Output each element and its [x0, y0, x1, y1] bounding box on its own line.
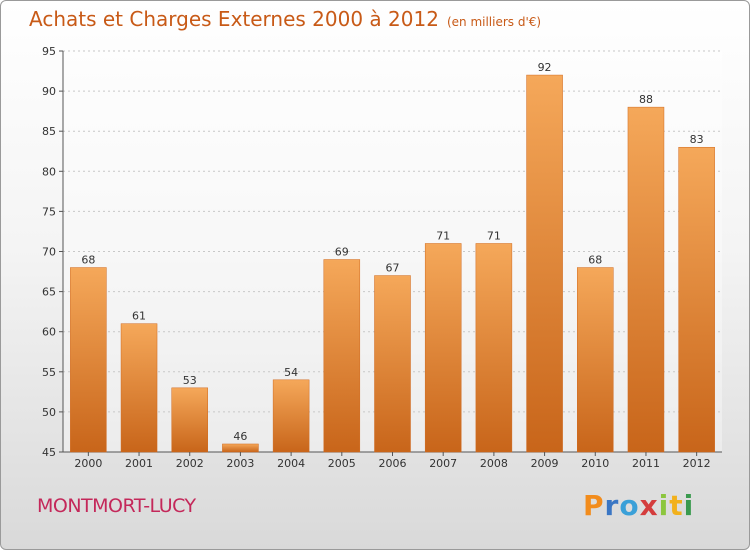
- data-label: 61: [132, 310, 146, 323]
- x-tick-label: 2002: [176, 457, 204, 470]
- bar: [120, 323, 158, 453]
- data-label: 68: [81, 254, 95, 267]
- bar: [70, 267, 107, 453]
- logo-letter: x: [639, 489, 659, 522]
- x-tick-label: 2008: [480, 457, 508, 470]
- logo-letter: r: [604, 489, 620, 522]
- y-tick-label: 75: [42, 205, 56, 218]
- y-tick-label: 50: [42, 406, 56, 419]
- x-tick-label: 2005: [328, 457, 356, 470]
- data-label: 53: [183, 374, 197, 387]
- x-tick-label: 2011: [632, 457, 660, 470]
- y-tick-label: 85: [42, 125, 56, 138]
- bar: [374, 275, 411, 453]
- data-label: 92: [538, 61, 552, 74]
- x-tick-label: 2000: [74, 457, 102, 470]
- y-tick-label: 80: [42, 165, 56, 178]
- bar: [475, 243, 513, 453]
- data-label: 68: [588, 254, 602, 267]
- x-tick-label: 2003: [226, 457, 254, 470]
- bar: [424, 243, 462, 453]
- x-tick-label: 2007: [429, 457, 457, 470]
- logo-letter: i: [683, 489, 695, 522]
- y-tick-label: 45: [42, 446, 56, 459]
- data-label: 88: [639, 93, 653, 106]
- bar: [526, 74, 563, 453]
- bar: [171, 387, 208, 453]
- x-tick-label: 2001: [125, 457, 153, 470]
- bar: [627, 106, 665, 453]
- bar: [272, 379, 310, 453]
- x-tick-label: 2004: [277, 457, 305, 470]
- y-tick-label: 60: [42, 326, 56, 339]
- x-tick-label: 2006: [379, 457, 407, 470]
- data-label: 83: [690, 133, 704, 146]
- data-label: 71: [487, 229, 501, 242]
- x-tick-label: 2012: [683, 457, 711, 470]
- commune-name: MONTMORT-LUCY: [37, 495, 196, 517]
- data-label: 71: [436, 229, 450, 242]
- logo-letter: o: [619, 489, 640, 522]
- data-label: 54: [284, 366, 298, 379]
- data-label: 69: [335, 246, 349, 259]
- y-tick-label: 70: [42, 246, 56, 259]
- x-tick-label: 2010: [581, 457, 609, 470]
- y-tick-label: 95: [42, 45, 56, 58]
- x-tick-label: 2009: [531, 457, 559, 470]
- logo-letter: t: [669, 489, 684, 522]
- y-tick-label: 65: [42, 286, 56, 299]
- logo-letter: P: [583, 489, 605, 522]
- bar: [577, 267, 614, 453]
- chart-title: Achats et Charges Externes 2000 à 2012 (e…: [29, 7, 541, 31]
- y-tick-label: 90: [42, 85, 56, 98]
- unit-label: (en milliers d'€): [446, 15, 542, 29]
- y-tick-label: 55: [42, 366, 56, 379]
- title-text: Achats et Charges Externes 2000 à 2012: [29, 7, 439, 31]
- data-label: 46: [233, 430, 247, 443]
- logo-letter: i: [658, 489, 670, 522]
- bar: [323, 259, 361, 453]
- bar: [222, 443, 259, 453]
- data-label: 67: [386, 262, 400, 275]
- bar: [678, 146, 715, 453]
- proxiti-logo: Proxiti: [583, 489, 694, 522]
